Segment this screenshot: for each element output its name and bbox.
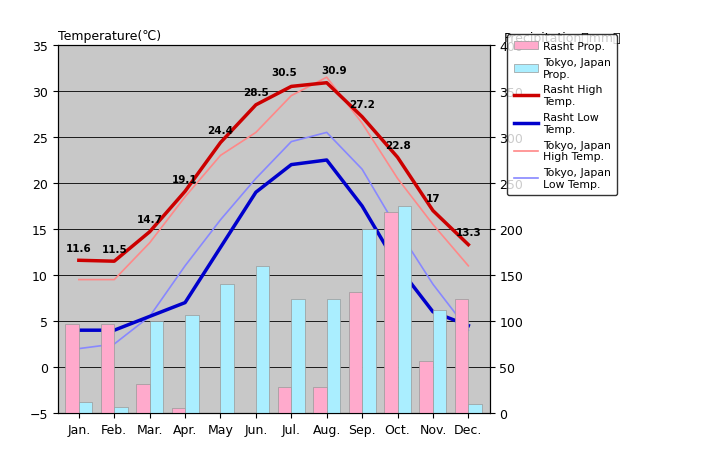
Bar [136, 384, 150, 413]
Bar [278, 387, 292, 413]
Text: 28.5: 28.5 [243, 88, 269, 98]
Bar [362, 230, 376, 413]
Bar [79, 402, 92, 413]
Text: 30.5: 30.5 [271, 68, 297, 78]
Bar [66, 324, 79, 413]
Bar [433, 310, 446, 413]
Bar [397, 207, 411, 413]
Bar [256, 266, 269, 413]
Text: 17: 17 [426, 194, 440, 204]
Bar [455, 299, 468, 413]
Bar [114, 408, 127, 413]
Bar [348, 293, 362, 413]
Text: 19.1: 19.1 [172, 174, 198, 185]
Bar [292, 299, 305, 413]
Bar [101, 324, 114, 413]
Text: 11.6: 11.6 [66, 243, 91, 253]
Bar [220, 285, 234, 413]
Text: Temperature(℃): Temperature(℃) [58, 30, 161, 43]
Bar [468, 404, 482, 413]
Text: 13.3: 13.3 [456, 228, 481, 238]
Bar [185, 316, 199, 413]
Bar [327, 299, 340, 413]
Text: Precipitation（mm）: Precipitation（mm） [504, 32, 621, 45]
Text: 22.8: 22.8 [384, 140, 410, 151]
Text: 30.9: 30.9 [321, 66, 346, 76]
Text: 24.4: 24.4 [207, 126, 233, 136]
Legend: Rasht Prop., Tokyo, Japan
Prop., Rasht High
Temp., Rasht Low
Temp., Tokyo, Japan: Rasht Prop., Tokyo, Japan Prop., Rasht H… [508, 35, 617, 196]
Bar [313, 387, 327, 413]
Text: 27.2: 27.2 [349, 100, 375, 110]
Bar [171, 409, 185, 413]
Text: 11.5: 11.5 [102, 244, 127, 254]
Bar [384, 212, 397, 413]
Bar [150, 321, 163, 413]
Bar [420, 362, 433, 413]
Text: 14.7: 14.7 [137, 215, 163, 225]
